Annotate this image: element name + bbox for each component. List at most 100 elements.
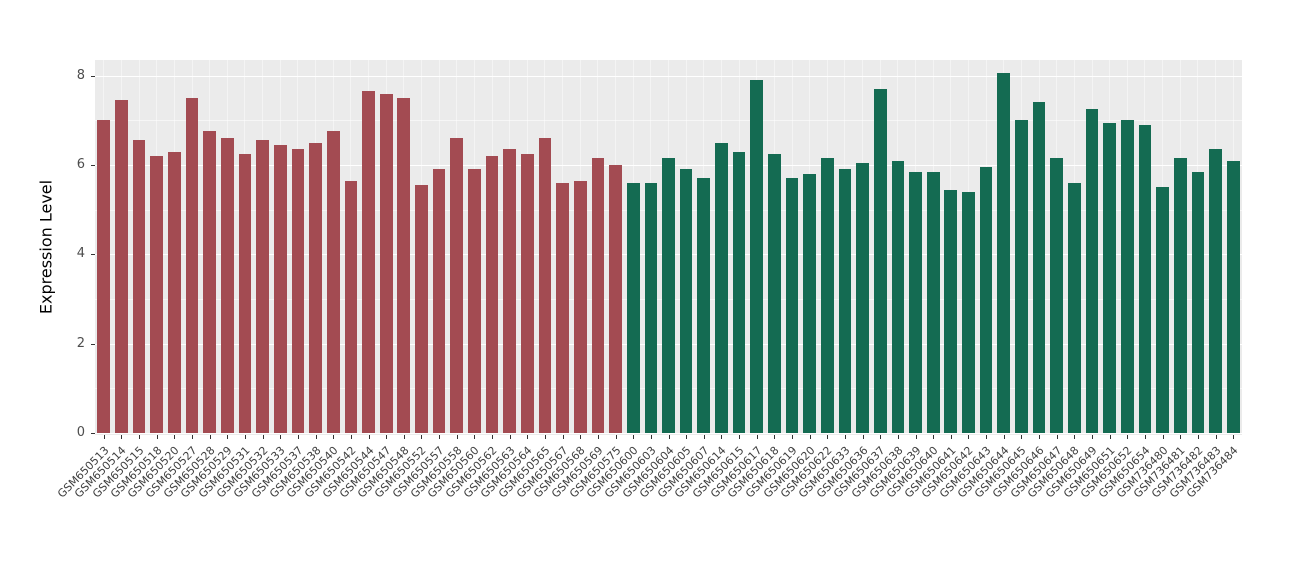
y-axis-title: Expression Level	[36, 179, 56, 315]
bar-GSM650567	[556, 182, 569, 433]
bar-GSM650518	[150, 156, 164, 433]
x-tick-mark	[386, 435, 388, 439]
bar-GSM650575	[609, 164, 622, 433]
x-tick-mark	[492, 435, 494, 439]
bar-GSM650514	[115, 100, 128, 433]
x-tick-mark	[1233, 435, 1235, 439]
x-tick-mark	[350, 435, 352, 439]
bar-GSM650569	[591, 158, 605, 433]
bar-GSM650547	[379, 93, 393, 433]
x-tick-mark	[703, 435, 705, 439]
y-tick-mark	[91, 433, 95, 434]
bar-GSM650648	[1068, 182, 1081, 433]
bar-GSM650646	[1032, 102, 1046, 433]
x-tick-mark	[756, 435, 758, 439]
x-tick-mark	[1109, 435, 1111, 439]
y-tick-label: 0	[76, 425, 85, 440]
bar-GSM650513	[97, 120, 111, 433]
bar-GSM650641	[944, 189, 958, 433]
x-tick-mark	[615, 435, 617, 439]
x-tick-mark	[897, 435, 899, 439]
bar-GSM650515	[132, 140, 146, 433]
x-tick-mark	[333, 435, 335, 439]
x-tick-mark	[633, 435, 635, 439]
bar-GSM650647	[1050, 158, 1064, 433]
x-tick-mark	[668, 435, 670, 439]
bar-GSM650644	[997, 73, 1011, 433]
x-tick-mark	[809, 435, 811, 439]
x-tick-mark	[1021, 435, 1023, 439]
bar-GSM650605	[679, 169, 693, 433]
x-tick-mark	[774, 435, 776, 439]
bar-GSM736482	[1191, 171, 1205, 433]
x-tick-mark	[686, 435, 688, 439]
y-tick-mark	[91, 164, 95, 166]
bar-GSM650618	[768, 153, 781, 433]
y-tick-label: 4	[76, 246, 85, 262]
bar-GSM650637	[873, 89, 887, 433]
bar-GSM650548	[397, 97, 411, 433]
x-tick-mark	[280, 435, 282, 439]
bar-GSM650649	[1085, 109, 1099, 433]
bar-GSM650651	[1103, 122, 1116, 433]
bar-GSM650604	[662, 158, 675, 433]
x-tick-mark	[297, 435, 299, 439]
x-tick-mark	[1074, 435, 1076, 439]
bar-GSM736483	[1209, 149, 1222, 433]
x-tick-mark	[950, 435, 952, 439]
x-tick-mark	[509, 435, 511, 439]
bar-GSM650643	[979, 167, 993, 433]
bar-GSM650614	[715, 142, 728, 433]
x-tick-mark	[192, 435, 194, 439]
bar-GSM650640	[926, 171, 940, 433]
bar-GSM650568	[573, 180, 587, 433]
x-tick-mark	[650, 435, 652, 439]
x-tick-mark	[403, 435, 405, 439]
x-tick-mark	[562, 435, 564, 439]
x-tick-mark	[227, 435, 229, 439]
bar-GSM650607	[697, 178, 711, 433]
x-tick-mark	[827, 435, 829, 439]
x-tick-mark	[844, 435, 846, 439]
x-tick-mark	[915, 435, 917, 439]
x-tick-mark	[1092, 435, 1093, 439]
x-tick-mark	[1180, 435, 1182, 439]
bar-GSM650638	[891, 160, 905, 433]
bar-GSM650538	[309, 142, 322, 433]
x-tick-mark	[739, 435, 741, 439]
bar-GSM650615	[732, 151, 746, 433]
x-tick-mark	[1162, 435, 1164, 439]
bar-GSM650562	[485, 156, 499, 433]
x-tick-mark	[580, 435, 582, 439]
y-tick-label: 8	[76, 67, 85, 83]
x-tick-mark	[880, 435, 882, 439]
bar-GSM650652	[1120, 120, 1134, 433]
x-tick-mark	[209, 435, 211, 439]
bar-GSM650532	[256, 140, 269, 433]
y-tick-label: 6	[76, 156, 85, 172]
x-tick-mark	[933, 435, 935, 439]
x-tick-mark	[1056, 435, 1058, 439]
bar-GSM650600	[626, 182, 640, 433]
bar-GSM650529	[220, 138, 234, 433]
bar-GSM650645	[1015, 120, 1028, 433]
bar-GSM650540	[326, 131, 340, 433]
x-tick-mark	[544, 435, 546, 439]
bar-GSM650603	[644, 182, 658, 433]
x-tick-mark	[1039, 435, 1041, 439]
x-tick-mark	[474, 435, 476, 439]
x-tick-mark	[721, 435, 723, 439]
y-tick-mark	[91, 75, 95, 77]
y-tick-mark	[91, 343, 95, 345]
bar-GSM650531	[238, 153, 252, 433]
bar-GSM650617	[750, 80, 764, 433]
x-tick-mark	[527, 435, 529, 439]
bar-GSM736480	[1156, 187, 1169, 433]
x-tick-mark	[174, 435, 176, 439]
bar-GSM650544	[362, 91, 375, 433]
x-tick-mark	[968, 435, 970, 439]
y-tick-label: 2	[76, 335, 85, 351]
x-tick-mark	[421, 435, 423, 439]
gridline-y-major	[95, 75, 1242, 77]
bar-GSM650520	[168, 151, 181, 433]
